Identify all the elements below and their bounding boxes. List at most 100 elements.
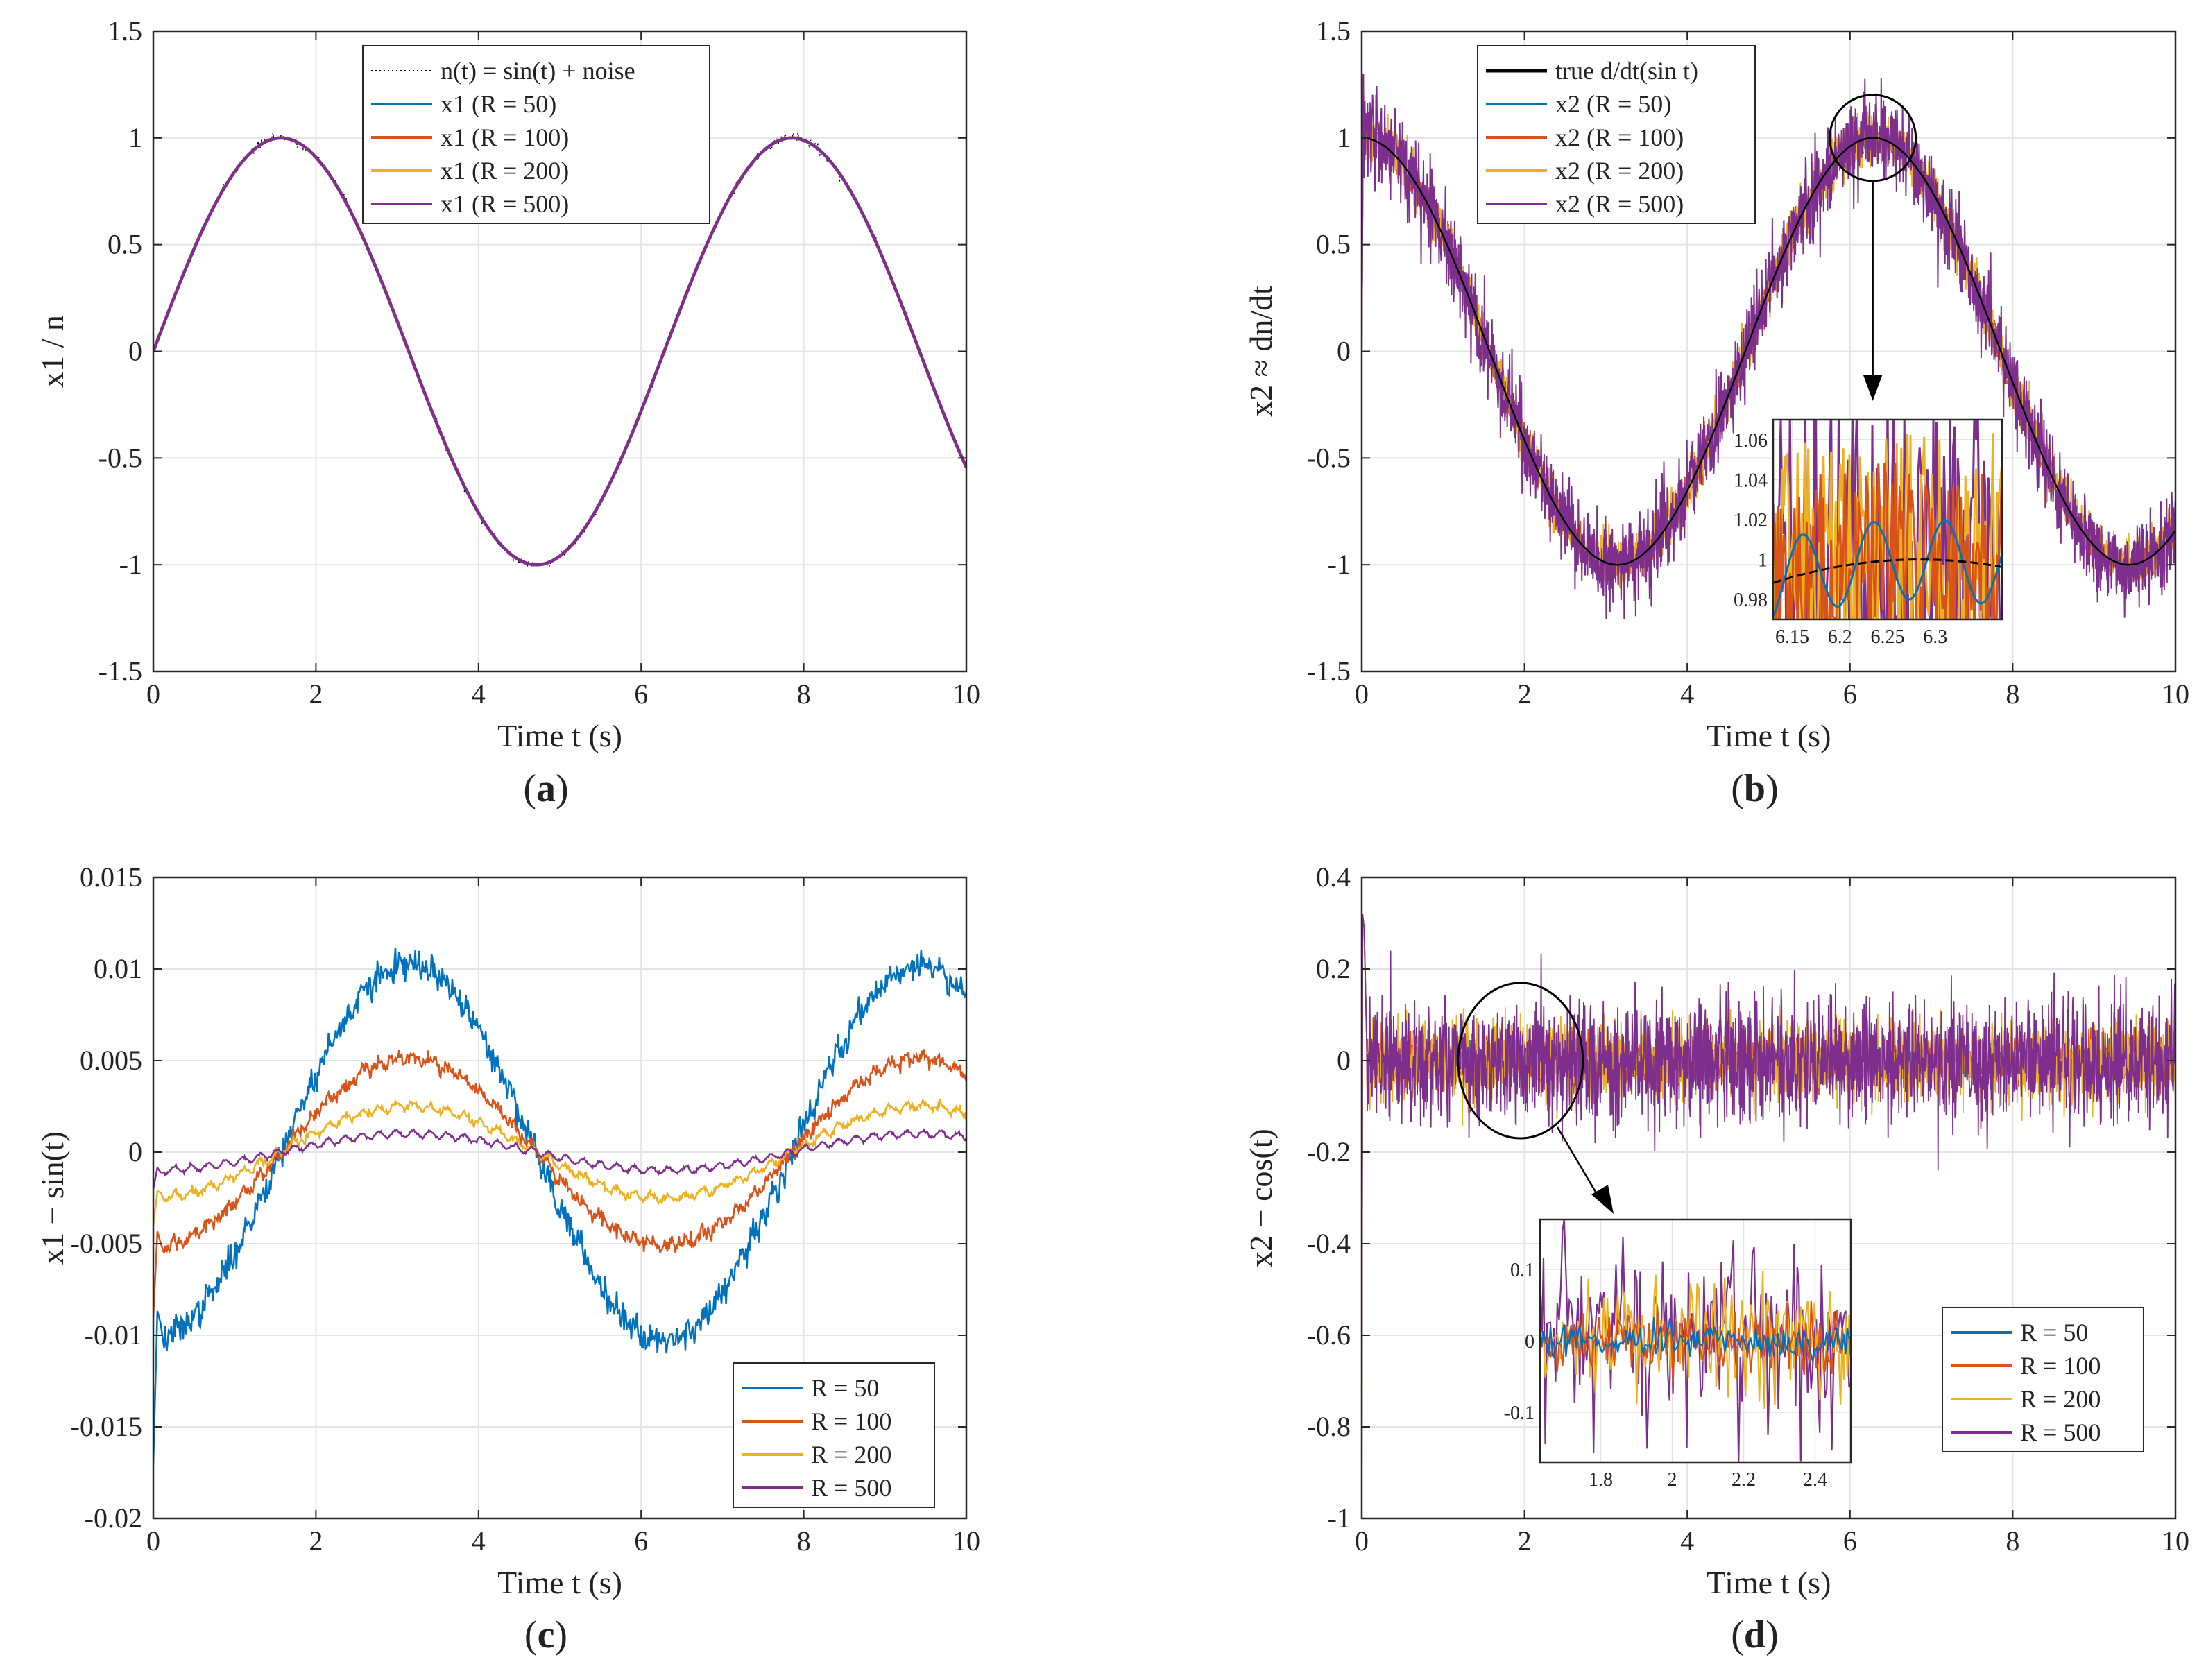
x-tick-label: 2 <box>1518 678 1532 710</box>
inset-y-tick-label: -0.1 <box>1504 1403 1534 1424</box>
x-tick-label: 0 <box>146 678 160 710</box>
panel-caption: (d) <box>1731 1613 1778 1656</box>
panel-c: 0 2 4 6 8 10 -0.02 -0.015 -0.01 -0.005 0 0.005 0.01 0… <box>35 862 980 1656</box>
y-axis-label: x1 / n <box>35 315 70 388</box>
x-tick-label: 4 <box>472 1525 486 1557</box>
y-tick-label: 0.01 <box>94 953 142 984</box>
x-tick-label: 6 <box>634 1525 648 1557</box>
y-tick-label: -1 <box>1328 549 1351 580</box>
inset-y-tick-label: 0.98 <box>1734 590 1768 611</box>
x-tick-label: 6 <box>1843 1525 1857 1557</box>
inset-frame <box>1539 1218 1852 1464</box>
inset: 6.15 6.2 6.25 6.3 0.98 1 1.02 1.04 1.06 <box>1734 418 2003 648</box>
legend-entry: n(t) = sin(t) + noise <box>441 57 635 85</box>
legend-box <box>362 45 710 224</box>
x-tick-label: 6 <box>1843 678 1857 710</box>
y-tick-label: 0.015 <box>80 862 142 893</box>
legend: n(t) = sin(t) + noise x1 (R = 50) x1 (R = … <box>362 45 710 224</box>
plot-area <box>153 131 966 568</box>
y-tick-label: -0.015 <box>71 1411 142 1442</box>
legend-entry: x2 (R = 200) <box>1555 157 1684 185</box>
y-tick-label: 0 <box>1337 1045 1351 1076</box>
y-tick-label: -0.01 <box>85 1319 142 1351</box>
y-tick-label: -0.02 <box>85 1502 142 1534</box>
inset-series-line <box>1773 519 2002 617</box>
x-tick-label: 2 <box>1518 1525 1532 1557</box>
inset-y-tick-label: 1.04 <box>1734 470 1768 491</box>
x-tick-label: 8 <box>2006 1525 2019 1557</box>
plot-area <box>1362 74 2175 620</box>
series-line <box>1362 137 2175 566</box>
legend-entry: x2 (R = 50) <box>1555 90 1671 118</box>
highlight-circle <box>1457 982 1584 1140</box>
y-tick-label: 1 <box>128 122 142 153</box>
legend-entry: x1 (R = 500) <box>441 190 569 218</box>
x-axis-label: Time t (s) <box>1707 718 1831 753</box>
series-line <box>153 136 966 567</box>
x-tick-label: 8 <box>797 678 811 710</box>
legend-entry: R = 500 <box>2020 1418 2101 1446</box>
legend-entry: R = 100 <box>2020 1352 2101 1380</box>
inset-y-tick-label: 1.02 <box>1734 510 1768 531</box>
x-tick-label: 8 <box>797 1525 811 1557</box>
series-line <box>1362 74 2175 620</box>
y-tick-label: 0 <box>128 336 142 367</box>
x-axis-label: Time t (s) <box>497 1565 622 1600</box>
panel-a: 0 2 4 6 8 10 -1.5 -1 -0.5 0 0.5 1 1.5 Time t (s) x1 / … <box>35 15 980 810</box>
y-tick-label: -0.8 <box>1307 1411 1351 1442</box>
x-tick-label: 0 <box>1355 678 1369 710</box>
x-tick-label: 4 <box>472 678 486 710</box>
legend: true d/dt(sin t) x2 (R = 50) x2 (R = 100) x… <box>1477 45 1756 224</box>
series-line <box>153 1097 966 1226</box>
inset-y-tick-label: 0 <box>1525 1331 1534 1353</box>
inset-plot <box>1773 420 2002 619</box>
axes-frame <box>152 876 968 1520</box>
zoom-arrow <box>1556 1126 1604 1204</box>
series-line <box>153 948 966 1464</box>
y-tick-label: -1.5 <box>1307 655 1351 687</box>
legend: R = 50 R = 100 R = 200 R = 500 <box>1942 1307 2144 1452</box>
x-tick-label: 2 <box>309 1525 323 1557</box>
legend-entry: R = 50 <box>2020 1319 2088 1346</box>
x-tick-label: 6 <box>634 678 648 710</box>
y-tick-label: -0.005 <box>71 1228 142 1259</box>
inset-series-line <box>1773 463 2002 619</box>
y-tick-label: 0.5 <box>108 229 142 260</box>
ticks: 0 2 4 6 8 10 -1 -0.8 -0.6 -0.4 -0.2 0 0.2 0.4 <box>1307 862 2189 1557</box>
y-tick-label: -0.5 <box>1307 442 1351 473</box>
panel-b: 0 2 4 6 8 10 -1.5 -1 -0.5 0 0.5 1 1.5 Time t (s) x2 ≈ … <box>1243 15 2189 810</box>
inset-x-tick-label: 2 <box>1668 1469 1677 1491</box>
panel-caption: (a) <box>523 767 568 810</box>
inset-x-tick-label: 2.2 <box>1732 1469 1756 1491</box>
legend-entry: x2 (R = 100) <box>1555 123 1684 151</box>
x-tick-label: 0 <box>1355 1525 1369 1557</box>
y-tick-label: 0.4 <box>1316 862 1351 893</box>
legend-entry: R = 50 <box>811 1374 879 1402</box>
ticks: 0 2 4 6 8 10 -0.02 -0.015 -0.01 -0.005 0 0.005 0.01 0… <box>71 862 980 1557</box>
x-tick-label: 10 <box>952 1525 980 1557</box>
legend-entry: x1 (R = 200) <box>441 157 569 185</box>
series-line <box>153 1127 966 1190</box>
ticks: 0 2 4 6 8 10 -1.5 -1 -0.5 0 0.5 1 1.5 <box>1307 15 2189 710</box>
highlight-circle <box>1829 94 1917 182</box>
y-tick-label: -1.5 <box>99 655 142 687</box>
inset-x-tick-label: 6.3 <box>1923 626 1947 648</box>
legend: R = 50 R = 100 R = 200 R = 500 <box>733 1362 935 1508</box>
y-tick-label: -0.5 <box>99 442 142 473</box>
legend-entry: x2 (R = 500) <box>1555 190 1684 218</box>
x-tick-label: 2 <box>309 678 323 710</box>
inset-x-tick-label: 1.8 <box>1589 1469 1613 1491</box>
panel-d: 0 2 4 6 8 10 -1 -0.8 -0.6 -0.4 -0.2 0 0.2 0.4 Time t (… <box>1243 862 2189 1656</box>
legend-entry: x1 (R = 50) <box>441 90 556 118</box>
ticks: 0 2 4 6 8 10 -1.5 -1 -0.5 0 0.5 1 1.5 <box>99 15 980 710</box>
inset-plot <box>1540 1219 1851 1462</box>
plot-area <box>1362 914 2175 1518</box>
y-tick-label: 1 <box>1337 122 1351 153</box>
inset-frame <box>1772 418 2003 621</box>
series-line <box>1362 914 2175 1518</box>
x-tick-label: 4 <box>1680 1525 1694 1557</box>
y-tick-label: 0 <box>128 1136 142 1167</box>
inset: 1.8 2 2.2 2.4 -0.1 0 0.1 <box>1504 1218 1852 1491</box>
y-axis-label: x2 − cos(t) <box>1243 1129 1279 1267</box>
